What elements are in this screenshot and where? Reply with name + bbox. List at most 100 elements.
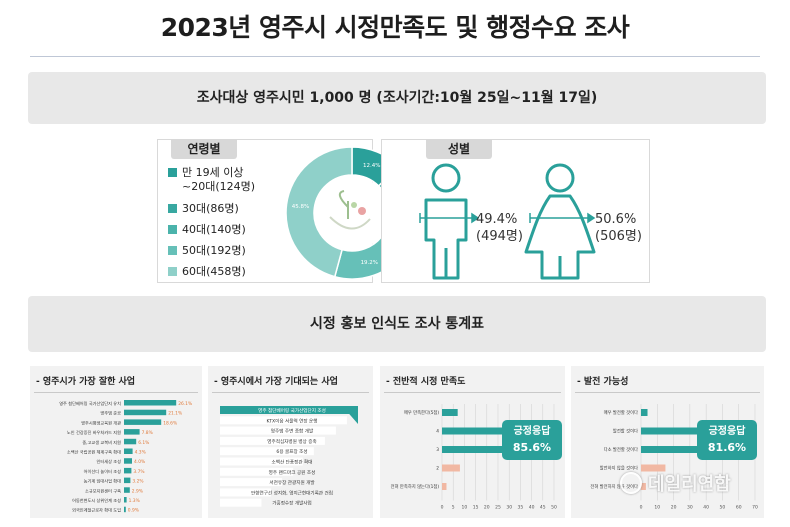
bar	[220, 447, 314, 456]
donut-center	[315, 176, 389, 250]
category-label: 영주시평생교육원 개관	[81, 419, 121, 426]
bar	[641, 409, 648, 416]
legend-item: 40대(140명)	[168, 223, 286, 237]
category-label: 3	[436, 447, 439, 453]
panel-rule	[384, 392, 561, 393]
best-project-chart: 영주 첨단베어링 국가산업단지 유치 26.1% 영주댐 준공 21.1% 영주시평생교…	[59, 400, 192, 514]
section2-band: 시정 홍보 인식도 조사 통계표	[28, 296, 766, 352]
data-label: 3.2%	[132, 479, 143, 485]
tick-label: 10	[654, 505, 660, 511]
bar	[220, 478, 283, 487]
category-label: 발전하지 않을 것이다	[600, 465, 638, 472]
category-label: 어이선디 놀이터 조성	[84, 468, 121, 475]
survey-summary-band: 조사대상 영주시민 1,000 명 (조사기간:10월 25일~11월 17일)	[28, 72, 766, 124]
category-label: 어동천변도시 상위인계 조성	[72, 497, 121, 504]
category-label: 6용 골프장 조성	[276, 448, 307, 455]
bar	[124, 409, 167, 416]
legend-label: 60대(458명)	[182, 265, 246, 278]
expected-project-panel: 영주 첨단베어링 국가산업단지 조성 KTX이음 서울역 연장 운행 영주댐 주변 …	[208, 366, 373, 518]
data-label: 3.7%	[133, 469, 144, 475]
category-label: KTX이음 서울역 연장 운행	[266, 417, 317, 424]
category-label: 전혀 만족하지 않는다(1점)	[391, 483, 440, 490]
page-title: 2023년 영주시 시정만족도 및 행정수요 조사	[160, 13, 630, 42]
bar	[442, 483, 447, 490]
watermark: 데일리연합	[620, 470, 731, 496]
category-label: 농기계 임대사업 확대	[84, 478, 121, 485]
data-label: 6.1%	[138, 440, 149, 446]
male-count: (494명)	[476, 229, 523, 244]
category-label: 중,고교생 교복비 지원	[82, 439, 121, 446]
expected-project-title: - 영주시에서 가장 기대되는 사업	[214, 377, 338, 387]
tick-label: 50	[551, 505, 557, 511]
male-stats: 49.4% (494명)	[476, 211, 523, 245]
category-label: 서천유장 관광지원 개발	[269, 479, 315, 486]
berry-illustration	[358, 207, 366, 215]
tick-label: 5	[452, 505, 455, 511]
category-label: 매우 만족한다(5점)	[404, 409, 439, 416]
legend-item: 30대(86명)	[168, 202, 286, 216]
section2-title: 시정 홍보 인식도 조사 통계표	[309, 316, 485, 332]
panel-rule	[34, 392, 198, 393]
age-panel: 연령별 만 19세 이상 ~20대(124명) 30대(86명) 40대(140…	[157, 139, 419, 286]
data-label: 18.6%	[163, 420, 177, 426]
berry-illustration	[351, 202, 357, 208]
tick-label: 30	[687, 505, 693, 511]
bar	[641, 446, 703, 453]
bar	[220, 488, 272, 497]
tick-label: 15	[473, 505, 479, 511]
bar	[124, 400, 177, 406]
category-label: 매우 발전할 것이다	[604, 409, 638, 416]
category-label: 다소 발전할 것이다	[604, 446, 638, 453]
bar	[124, 448, 133, 454]
bar	[442, 427, 546, 435]
category-label: 영주적십자병원 병상 증축	[267, 438, 316, 445]
callout-label: 긍정응답	[513, 426, 551, 437]
tick-label: 0	[441, 505, 444, 511]
age-legend: 만 19세 이상 ~20대(124명) 30대(86명) 40대(140명) 5…	[168, 166, 286, 286]
data-label: 26.1%	[178, 401, 192, 407]
tick-label: 20	[671, 505, 677, 511]
legend-label: 40대(140명)	[182, 223, 246, 236]
tick-label: 25	[495, 505, 501, 511]
bar	[220, 406, 358, 414]
category-label: 노인 건강증진 바우처카드 지원	[67, 429, 121, 436]
tick-label: 40	[529, 505, 535, 511]
category-label: 4	[436, 429, 439, 435]
legend-swatch	[168, 225, 177, 234]
bar	[442, 464, 460, 472]
category-label: 영주 첨단베어링 국가산업단지 조성	[258, 407, 326, 414]
legend-label: 50대(192명)	[182, 244, 246, 257]
legend-label: 30대(86명)	[182, 202, 239, 215]
category-label: 소백산 국립공원 체계구축 확대	[67, 449, 121, 456]
category-label: 영주댐 준공	[100, 410, 121, 417]
female-count: (506명)	[595, 229, 642, 244]
tick-label: 50	[720, 505, 726, 511]
legend-label: 만 19세 이상 ~20대(124명)	[182, 166, 256, 193]
tick-label: 35	[518, 505, 524, 511]
gender-panel: 성별 49.4% (494명) 50.6% (506명)	[381, 139, 650, 283]
hand-illustration	[329, 216, 371, 230]
male-percent: 49.4%	[476, 212, 518, 227]
gender-tab: 성별	[426, 139, 492, 159]
bar	[124, 487, 130, 493]
donut-slice-label: 45.8%	[292, 204, 309, 210]
tick-label: 70	[752, 505, 758, 511]
panel-rule	[212, 392, 369, 393]
tick-label: 45	[540, 505, 546, 511]
legend-item: 50대(192명)	[168, 244, 286, 258]
watermark-text: 데일리연합	[648, 474, 731, 495]
age-tab: 연령별	[171, 139, 237, 159]
bar	[220, 498, 262, 507]
title-divider	[30, 56, 760, 57]
bar	[124, 419, 162, 425]
satisfaction-chart: 0 5 10 15 20 25 30 35 40 45 50 매우 만족한다(5점) 4 3 2 전혀 만족하…	[391, 404, 557, 511]
bar	[220, 436, 325, 445]
best-project-title: - 영주시가 가장 잘한 사업	[36, 377, 136, 387]
legend-swatch	[168, 204, 177, 213]
legend-item: 만 19세 이상 ~20대(124명)	[168, 166, 286, 194]
legend-swatch	[168, 246, 177, 255]
development-panel: 0 10 20 30 40 50 60 70 매우 발전할 것이다 발전할 것이다 다소 발전할 것…	[571, 366, 764, 518]
data-label: 0.9%	[128, 508, 139, 514]
bar	[641, 464, 666, 472]
